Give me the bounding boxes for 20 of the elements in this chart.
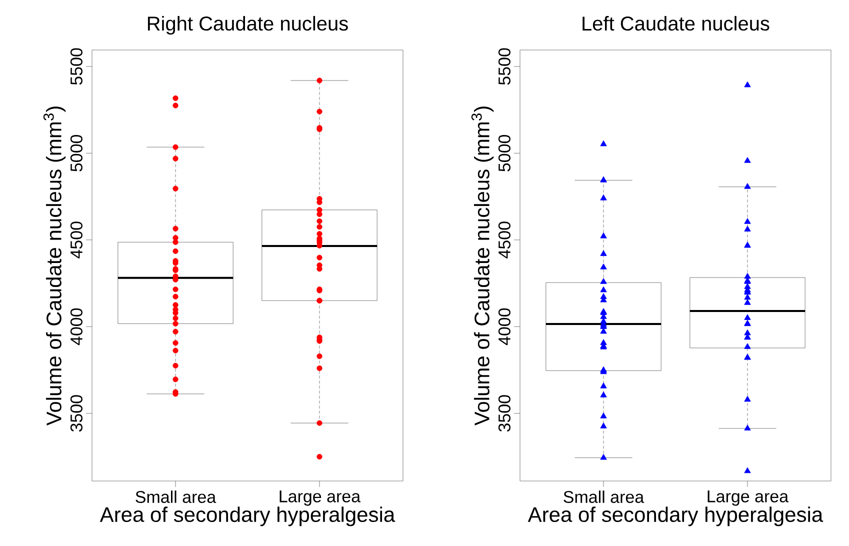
chart-title: Left Caudate nucleus — [582, 16, 770, 31]
y-axis-title: Volume of Caudate nucleus (mm$^{3}$) — [43, 106, 66, 426]
y-axis-title: Volume of Caudate nucleus (mm$^{3}$) — [471, 106, 494, 426]
chart-title: Right Caudate nucleus — [148, 16, 348, 35]
x-axis-title: Area of secondary hyperalgesia — [528, 506, 824, 526]
y-tick-label: 4500 — [70, 222, 82, 258]
y-tick-label: 3500 — [498, 395, 510, 432]
x-tick-label: Large area — [280, 490, 361, 506]
x-tick-label: Small area — [564, 490, 644, 504]
y-tick-label: 3500 — [70, 395, 82, 432]
y-tick-label: 5000 — [70, 134, 82, 172]
y-tick-label: 4000 — [498, 308, 510, 346]
x-tick-label: Large area — [708, 490, 789, 506]
y-tick-label: 5000 — [498, 134, 510, 172]
y-tick-label: 5500 — [70, 48, 82, 85]
y-tick-label: 4000 — [70, 308, 82, 346]
x-tick-label: Small area — [136, 490, 216, 504]
x-axis-title: Area of secondary hyperalgesia — [100, 506, 396, 526]
y-tick-label: 4500 — [498, 222, 510, 258]
y-tick-label: 5500 — [498, 48, 510, 85]
